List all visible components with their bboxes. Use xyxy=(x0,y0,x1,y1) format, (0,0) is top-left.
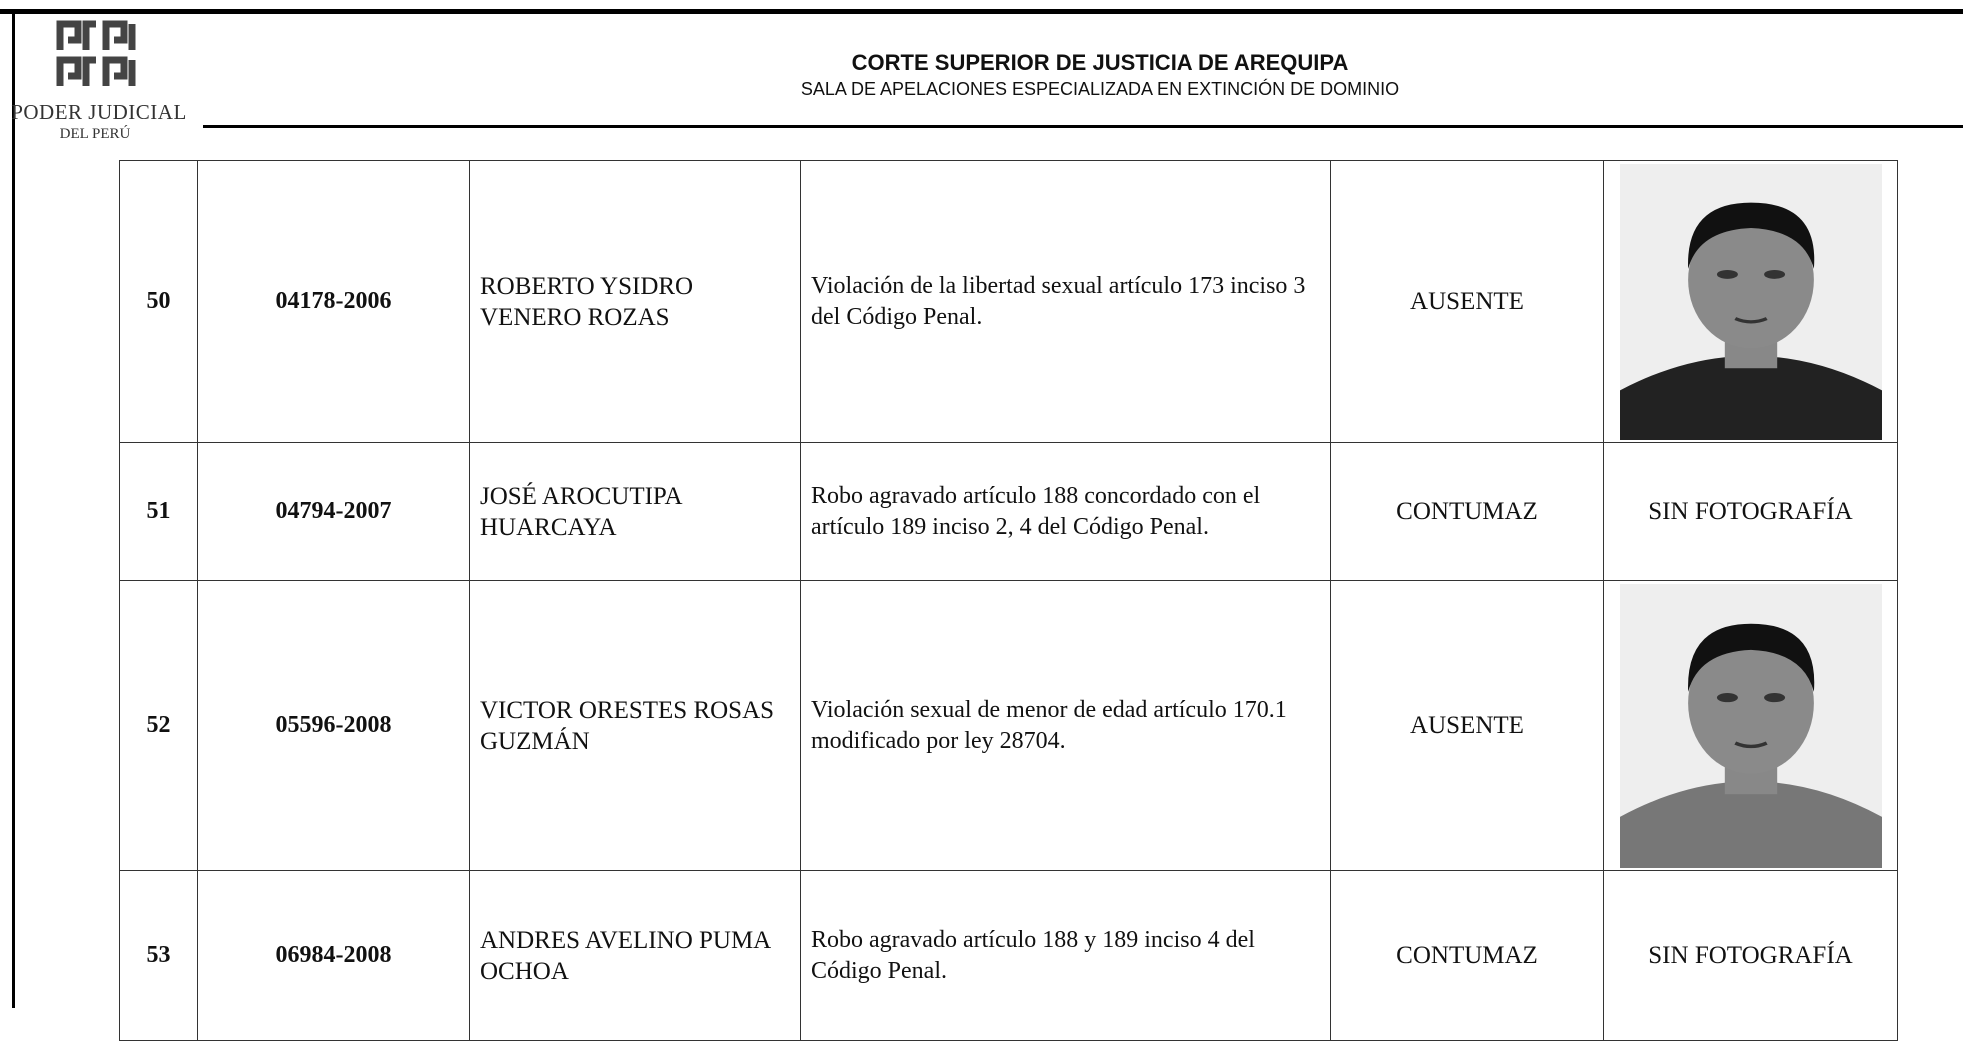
logo-text: PODER JUDICIAL xyxy=(11,100,187,124)
logo-emblem xyxy=(56,20,136,86)
record-number: 50 xyxy=(119,160,198,443)
case-number: 04178-2006 xyxy=(197,160,470,443)
status: AUSENTE xyxy=(1330,580,1604,871)
record-number: 51 xyxy=(119,442,198,581)
person-photo xyxy=(1619,163,1882,440)
person-name: ROBERTO YSIDRO VENERO ROZAS xyxy=(469,160,801,443)
status: CONTUMAZ xyxy=(1330,442,1604,581)
records-table: 50 04178-2006 ROBERTO YSIDRO VENERO ROZAS V… xyxy=(119,160,1898,1041)
status: CONTUMAZ xyxy=(1330,870,1604,1041)
frame-border xyxy=(0,9,1963,14)
header-subtitle: SALA DE APELACIONES ESPECIALIZADA EN EXT… xyxy=(800,79,1400,99)
person-name: JOSÉ AROCUTIPA HUARCAYA xyxy=(469,442,801,581)
offense: Violación de la libertad sexual artículo… xyxy=(800,160,1331,443)
photo-cell xyxy=(1603,160,1898,443)
header-title: CORTE SUPERIOR DE JUSTICIA DE AREQUIPA xyxy=(851,50,1349,75)
photo-cell: SIN FOTOGRAFÍA xyxy=(1603,442,1898,581)
person-name: ANDRES AVELINO PUMA OCHOA xyxy=(469,870,801,1041)
person-name: VICTOR ORESTES ROSAS GUZMÁN xyxy=(469,580,801,871)
page-body: PODER JUDICIAL DEL PERÚ CORTE SUPERIOR D… xyxy=(0,9,1963,1041)
offense: Robo agravado artículo 188 concordado co… xyxy=(800,442,1331,581)
offense: Violación sexual de menor de edad artícu… xyxy=(800,580,1331,871)
case-number: 04794-2007 xyxy=(197,442,470,581)
status: AUSENTE xyxy=(1330,160,1604,443)
header-rule xyxy=(203,125,1963,128)
record-number: 53 xyxy=(119,870,198,1041)
photo-cell: SIN FOTOGRAFÍA xyxy=(1603,870,1898,1041)
person-photo xyxy=(1619,583,1882,868)
frame-border xyxy=(12,9,15,1008)
case-number: 06984-2008 xyxy=(197,870,470,1041)
case-number: 05596-2008 xyxy=(197,580,470,871)
page: Corte Superior de Justicia de Arequipa {… xyxy=(0,9,1963,1041)
photo-cell xyxy=(1603,580,1898,871)
record-number: 52 xyxy=(119,580,198,871)
logo-text: DEL PERÚ xyxy=(59,126,131,142)
offense: Robo agravado artículo 188 y 189 inciso … xyxy=(800,870,1331,1041)
